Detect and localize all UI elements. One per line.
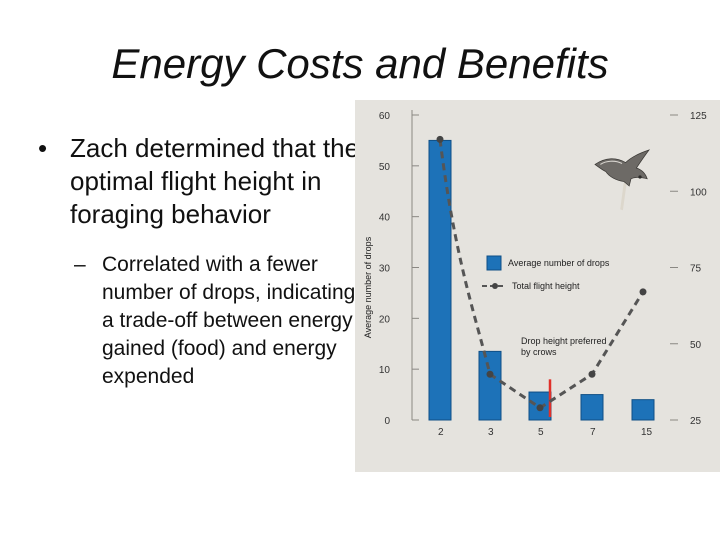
line-point [436, 135, 444, 143]
x-tick-label: 2 [438, 427, 444, 438]
bar [631, 399, 655, 421]
bar [478, 350, 502, 421]
right-tick-label: 75 [690, 264, 702, 275]
right-tick-label: 100 [690, 187, 707, 198]
bullet-dot: • [38, 133, 48, 163]
bullet-main-text: Zach determined that the optimal flight … [70, 133, 360, 229]
x-tick-label: 5 [538, 427, 544, 438]
left-tick-label: 40 [379, 213, 391, 224]
bullet-list: • Zach determined that the optimal fligh… [30, 132, 360, 391]
left-tick-label: 0 [384, 416, 390, 427]
bar-series [428, 139, 655, 421]
left-tick-label: 30 [379, 264, 391, 275]
x-tick-label: 3 [488, 427, 494, 438]
right-tick-label: 50 [690, 340, 702, 351]
chart-figure: 0 10 20 30 40 50 60 Average number of drops 25 50… [355, 100, 720, 472]
right-tick-label: 125 [690, 111, 707, 122]
x-tick-label: 7 [590, 427, 596, 438]
bar [428, 139, 452, 421]
x-tick-label: 15 [641, 427, 653, 438]
left-tick-label: 20 [379, 314, 391, 325]
legend-bar-label: Average number of drops [508, 258, 610, 268]
legend-bar-swatch [486, 255, 502, 271]
left-tick-label: 10 [379, 365, 391, 376]
bullet-dash: – [74, 253, 86, 276]
left-tick-label: 50 [379, 162, 391, 173]
annotation-text: Drop height preferred by crows [521, 336, 607, 357]
slide-title: Energy Costs and Benefits [111, 40, 609, 87]
bullet-sub-text: Correlated with a fewer number of drops,… [102, 253, 356, 388]
crow-illustration [594, 149, 650, 211]
bar [580, 394, 604, 421]
line-point [486, 370, 494, 378]
line-point [639, 288, 647, 296]
left-tick-label: 60 [379, 111, 391, 122]
left-axis-label: Average number of drops [363, 236, 373, 338]
bullet-main: • Zach determined that the optimal fligh… [30, 132, 360, 231]
line-point [536, 404, 544, 412]
right-tick-label: 25 [690, 416, 702, 427]
flight-height-series [436, 135, 647, 412]
legend-line-point [492, 283, 498, 289]
bullet-sub: – Correlated with a fewer number of drop… [30, 251, 360, 391]
line-point [588, 370, 596, 378]
legend-line-label: Total flight height [512, 281, 580, 291]
